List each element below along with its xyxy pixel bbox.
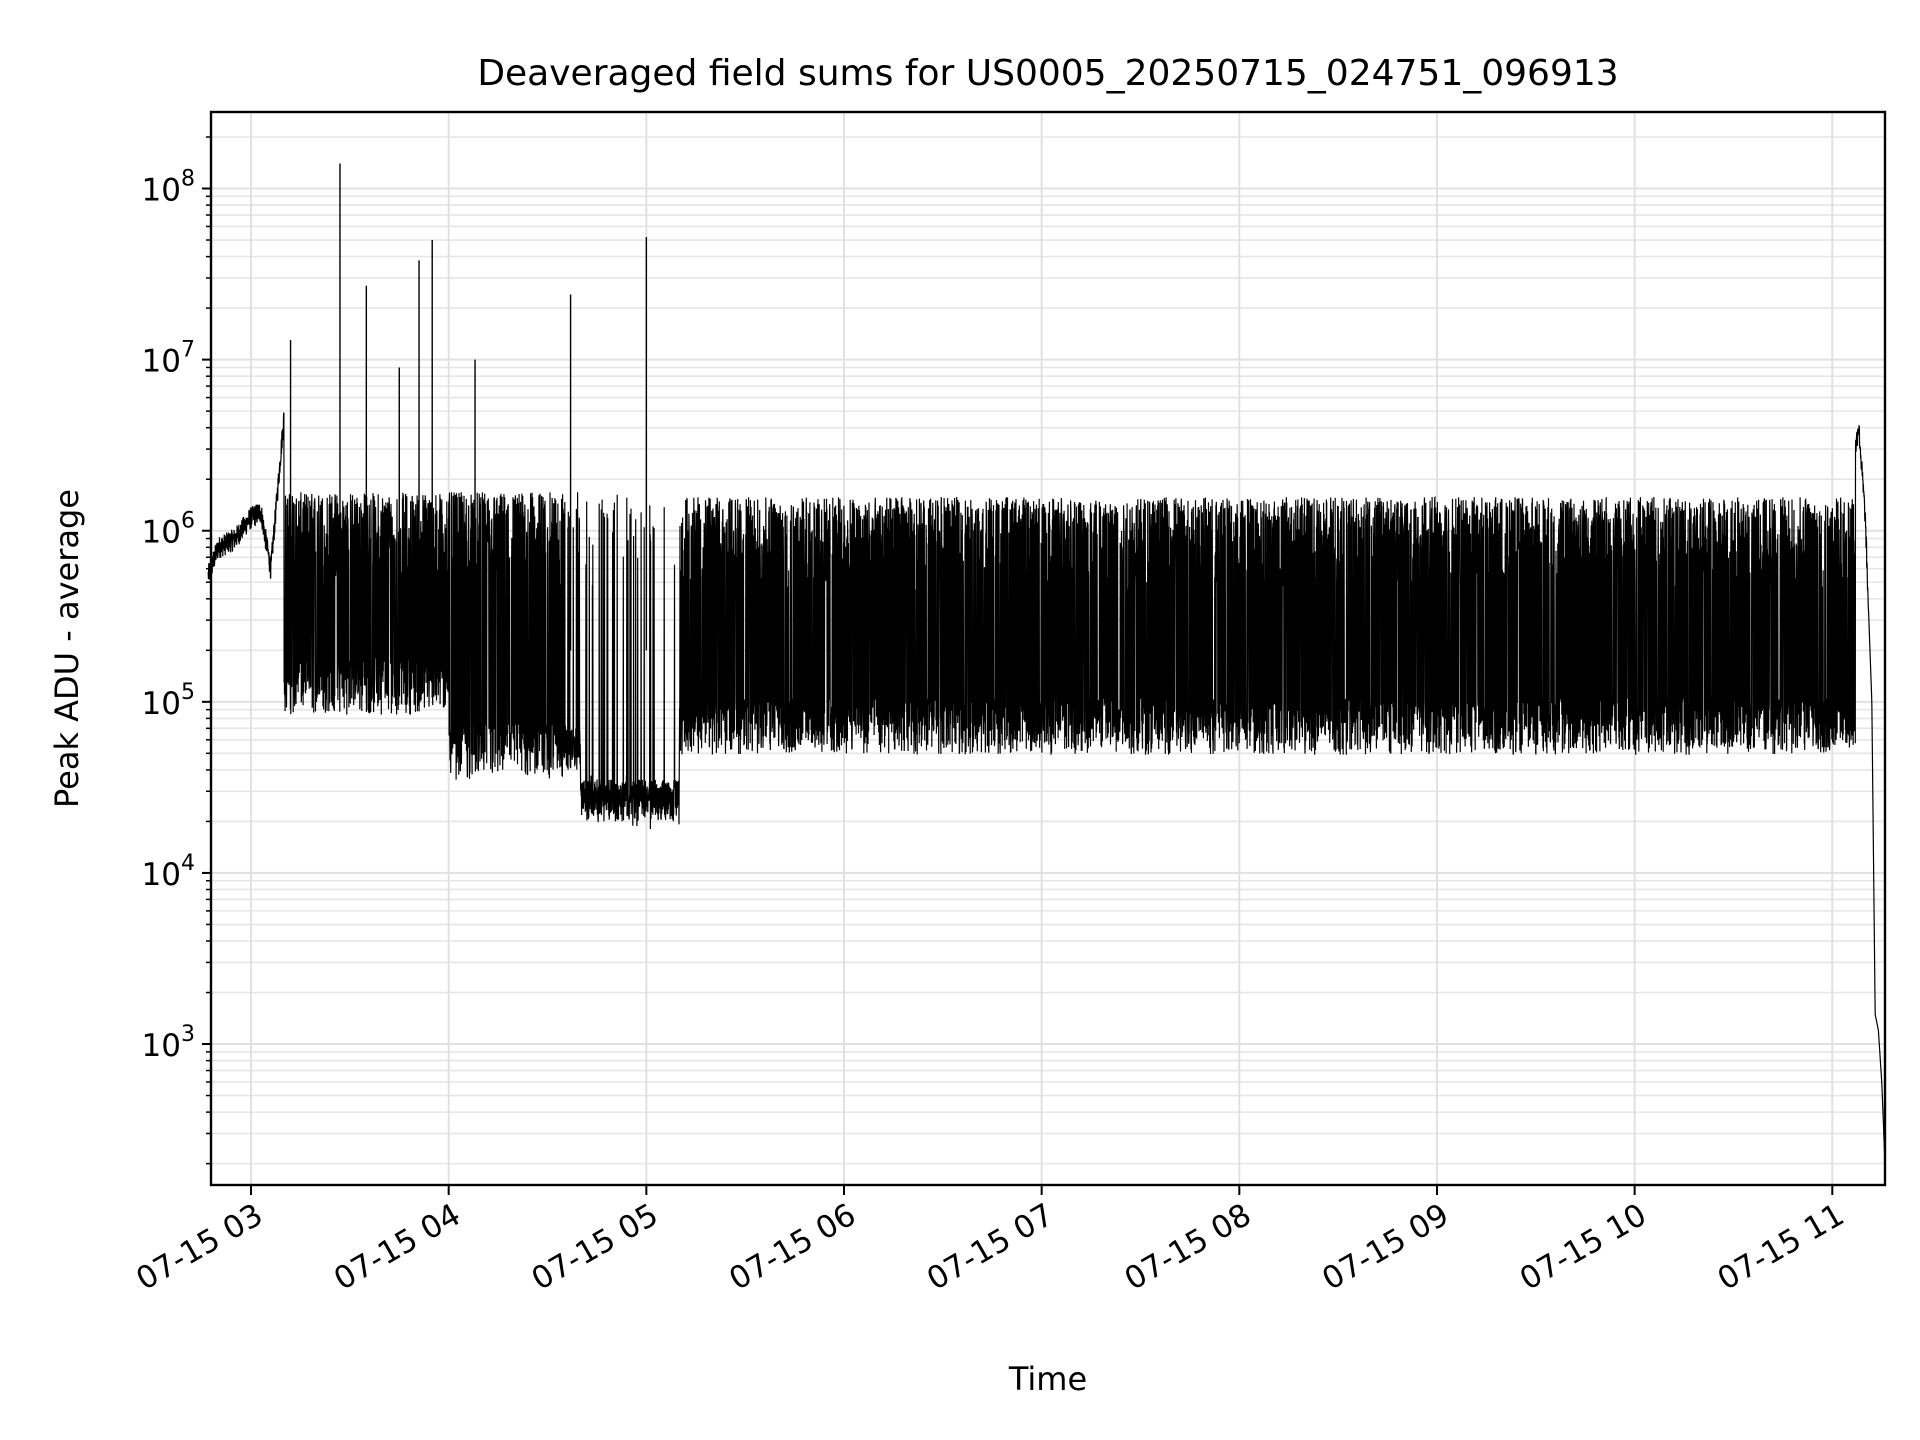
y-tick-label: 107 (142, 338, 195, 380)
x-tick-label: 07-15 10 (1514, 1197, 1653, 1298)
x-tick-label: 07-15 04 (328, 1197, 467, 1298)
x-axis-label: Time (1008, 1360, 1087, 1398)
plot-area (207, 163, 1886, 1163)
chart-title: Deaveraged field sums for US0005_2025071… (477, 53, 1618, 94)
x-tick-label: 07-15 11 (1712, 1197, 1851, 1298)
x-axis-ticks: 07-15 03 07-15 04 07-15 05 07-15 06 07-15 07… (130, 1185, 1850, 1298)
y-tick-label: 104 (142, 851, 195, 893)
y-tick-label: 106 (142, 509, 195, 551)
y-axis-ticks: 103 104 105 106 107 108 (142, 136, 211, 1165)
y-axis-label: Peak ADU - average (48, 489, 86, 808)
y-tick-label: 105 (142, 680, 195, 722)
x-tick-label: 07-15 03 (130, 1197, 269, 1298)
x-tick-label: 07-15 06 (723, 1197, 862, 1298)
series-line (207, 412, 1886, 1163)
x-tick-label: 07-15 07 (921, 1197, 1060, 1298)
spike-marks (289, 163, 648, 651)
x-tick-label: 07-15 05 (526, 1197, 665, 1298)
y-tick-label: 103 (142, 1022, 195, 1064)
x-tick-label: 07-15 08 (1119, 1197, 1258, 1298)
y-tick-label: 108 (142, 167, 195, 209)
axes-frame (209, 110, 1887, 1187)
x-tick-label: 07-15 09 (1316, 1197, 1455, 1298)
